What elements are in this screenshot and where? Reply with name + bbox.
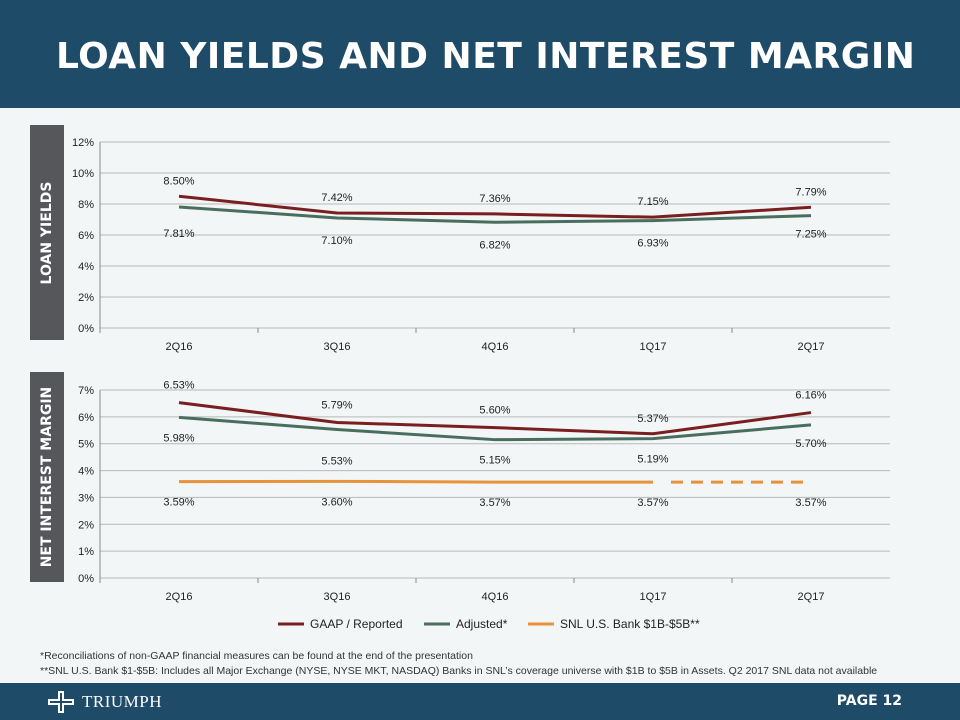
net-interest-margin-y-tick: 7% xyxy=(78,385,94,397)
net-interest-margin-y-tick: 2% xyxy=(78,519,94,531)
loan-yields-adjusted-data-label: 7.25% xyxy=(795,229,826,241)
net-interest-margin-y-tick: 6% xyxy=(78,412,94,424)
loan-yields-y-tick: 8% xyxy=(78,199,94,211)
net-interest-margin-y-tick: 5% xyxy=(78,439,94,451)
net-interest-margin-snl-data-label: 3.60% xyxy=(321,496,352,508)
loan-yields-x-tick: 2Q16 xyxy=(166,341,193,353)
loan-yields-adjusted-data-label: 7.10% xyxy=(321,235,352,247)
net-interest-margin-adjusted-data-label: 5.53% xyxy=(321,455,352,467)
footnote-1: *Reconciliations of non-GAAP financial m… xyxy=(40,650,473,662)
footer-bar: TRIUMPH PAGE 12 xyxy=(0,683,960,720)
loan-yields-y-tick: 10% xyxy=(72,168,94,180)
loan-yields-x-tick: 2Q17 xyxy=(798,341,825,353)
loan-yields-y-tick: 12% xyxy=(72,137,94,149)
net-interest-margin-adjusted-data-label: 5.70% xyxy=(795,438,826,450)
loan-yields-gaap-data-label: 7.36% xyxy=(479,193,510,205)
net-interest-margin-chart: 0% 1% 2% 3% 4% 5% 6% 7% 2Q16 3Q16 4Q16 1Q17 2Q17 6.53… xyxy=(78,380,890,603)
net-interest-margin-adjusted-line xyxy=(178,415,812,442)
net-interest-margin-x-tick: 2Q17 xyxy=(798,591,825,603)
loan-yields-gaap-data-label: 7.15% xyxy=(637,196,668,208)
triumph-cross-icon xyxy=(48,691,74,713)
legend-label-gaap: GAAP / Reported xyxy=(310,617,403,631)
loan-yields-chart: 0% 2% 4% 6% 8% 10% 12% 2Q16 3Q16 4Q16 1Q17 2Q17 8.50… xyxy=(72,137,890,353)
net-interest-margin-x-tick: 2Q16 xyxy=(166,591,193,603)
net-interest-margin-x-tick: 3Q16 xyxy=(324,591,351,603)
net-interest-margin-snl-data-label: 3.57% xyxy=(637,497,668,509)
logo-text: TRIUMPH xyxy=(82,692,163,711)
net-interest-margin-snl-line xyxy=(178,479,653,484)
loan-yields-y-tick: 2% xyxy=(78,292,94,304)
loan-yields-y-tick: 0% xyxy=(78,323,94,335)
net-interest-margin-gaap-data-label: 6.16% xyxy=(795,390,826,402)
net-interest-margin-x-tick: 1Q17 xyxy=(640,591,667,603)
net-interest-margin-snl-data-label: 3.59% xyxy=(163,497,194,509)
loan-yields-x-tick: 4Q16 xyxy=(482,341,509,353)
loan-yields-gaap-data-label: 7.79% xyxy=(795,186,826,198)
net-interest-margin-y-tick: 1% xyxy=(78,546,94,558)
loan-yields-gaap-line xyxy=(178,194,812,219)
loan-yields-gaap-data-label: 7.42% xyxy=(321,192,352,204)
net-interest-margin-x-tick: 4Q16 xyxy=(482,591,509,603)
net-interest-margin-gaap-data-label: 6.53% xyxy=(163,380,194,392)
net-interest-margin-adjusted-data-label: 5.19% xyxy=(637,454,668,466)
net-interest-margin-y-tick: 3% xyxy=(78,492,94,504)
loan-yields-adjusted-data-label: 6.93% xyxy=(637,238,668,250)
charts-canvas: 0% 2% 4% 6% 8% 10% 12% 2Q16 3Q16 4Q16 1Q17 2Q17 8.50… xyxy=(72,137,890,631)
net-interest-margin-gaap-line xyxy=(178,401,812,436)
net-interest-margin-y-tick: 4% xyxy=(78,466,94,478)
loan-yields-gaap-data-label: 8.50% xyxy=(163,175,194,187)
legend-label-adjusted: Adjusted* xyxy=(456,617,508,631)
net-interest-margin-adjusted-data-label: 5.15% xyxy=(479,455,510,467)
net-interest-margin-gaap-data-label: 5.79% xyxy=(321,399,352,411)
net-interest-margin-gaap-data-label: 5.37% xyxy=(637,413,668,425)
net-interest-margin-y-tick: 0% xyxy=(78,573,94,585)
nim-side-label: NET INTEREST MARGIN xyxy=(30,372,64,582)
legend-label-snl: SNL U.S. Bank $1B-$5B** xyxy=(560,617,700,631)
page-title: LOAN YIELDS AND NET INTEREST MARGIN xyxy=(56,36,916,77)
net-interest-margin-adjusted-data-label: 5.98% xyxy=(163,432,194,444)
loan-yields-side-label: LOAN YIELDS xyxy=(30,125,64,340)
net-interest-margin-snl-data-label: 3.57% xyxy=(795,497,826,509)
triumph-logo: TRIUMPH xyxy=(48,691,162,713)
loan-yields-x-tick: 1Q17 xyxy=(640,341,667,353)
loan-yields-adjusted-line xyxy=(178,205,812,224)
header-bar: LOAN YIELDS AND NET INTEREST MARGIN xyxy=(0,0,960,108)
loan-yields-adjusted-data-label: 6.82% xyxy=(479,239,510,251)
loan-yields-y-tick: 4% xyxy=(78,261,94,273)
net-interest-margin-snl-data-label: 3.57% xyxy=(479,497,510,509)
loan-yields-adjusted-data-label: 7.81% xyxy=(163,228,194,240)
chart-legend: GAAP / Reported Adjusted* SNL U.S. Bank $1… xyxy=(278,617,700,631)
loan-yields-x-tick: 3Q16 xyxy=(324,341,351,353)
footnote-2: **SNL U.S. Bank $1-$5B: Includes all Maj… xyxy=(40,665,878,677)
net-interest-margin-gaap-data-label: 5.60% xyxy=(479,405,510,417)
loan-yields-y-tick: 6% xyxy=(78,230,94,242)
page-number: PAGE 12 xyxy=(836,693,902,709)
